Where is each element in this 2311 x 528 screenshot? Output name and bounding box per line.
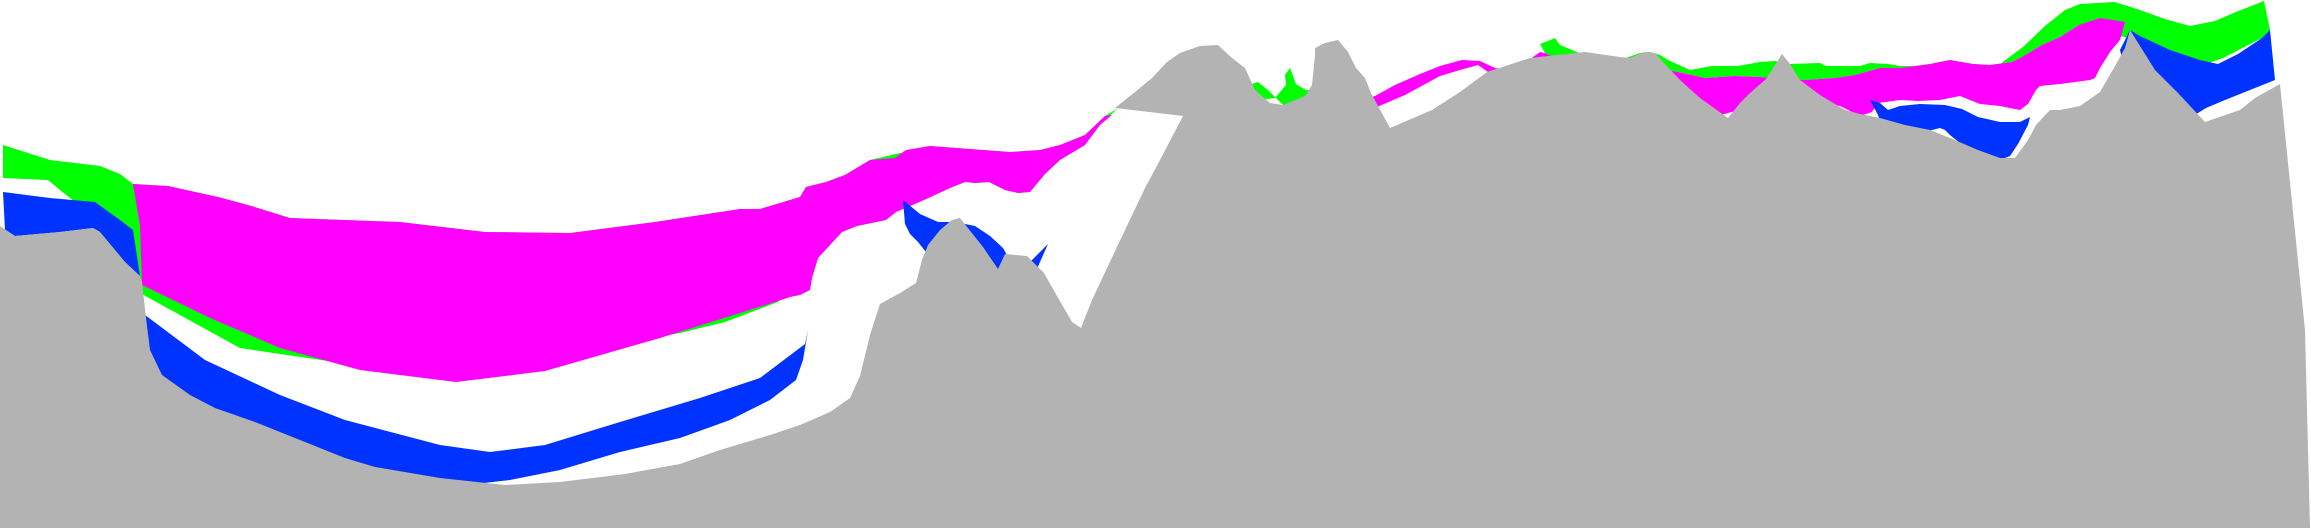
blue-layer-east1 xyxy=(1870,100,2030,160)
basement-layer xyxy=(0,30,2310,528)
blue-layer-west-left xyxy=(3,192,140,276)
magenta-layer-west xyxy=(133,115,1112,382)
